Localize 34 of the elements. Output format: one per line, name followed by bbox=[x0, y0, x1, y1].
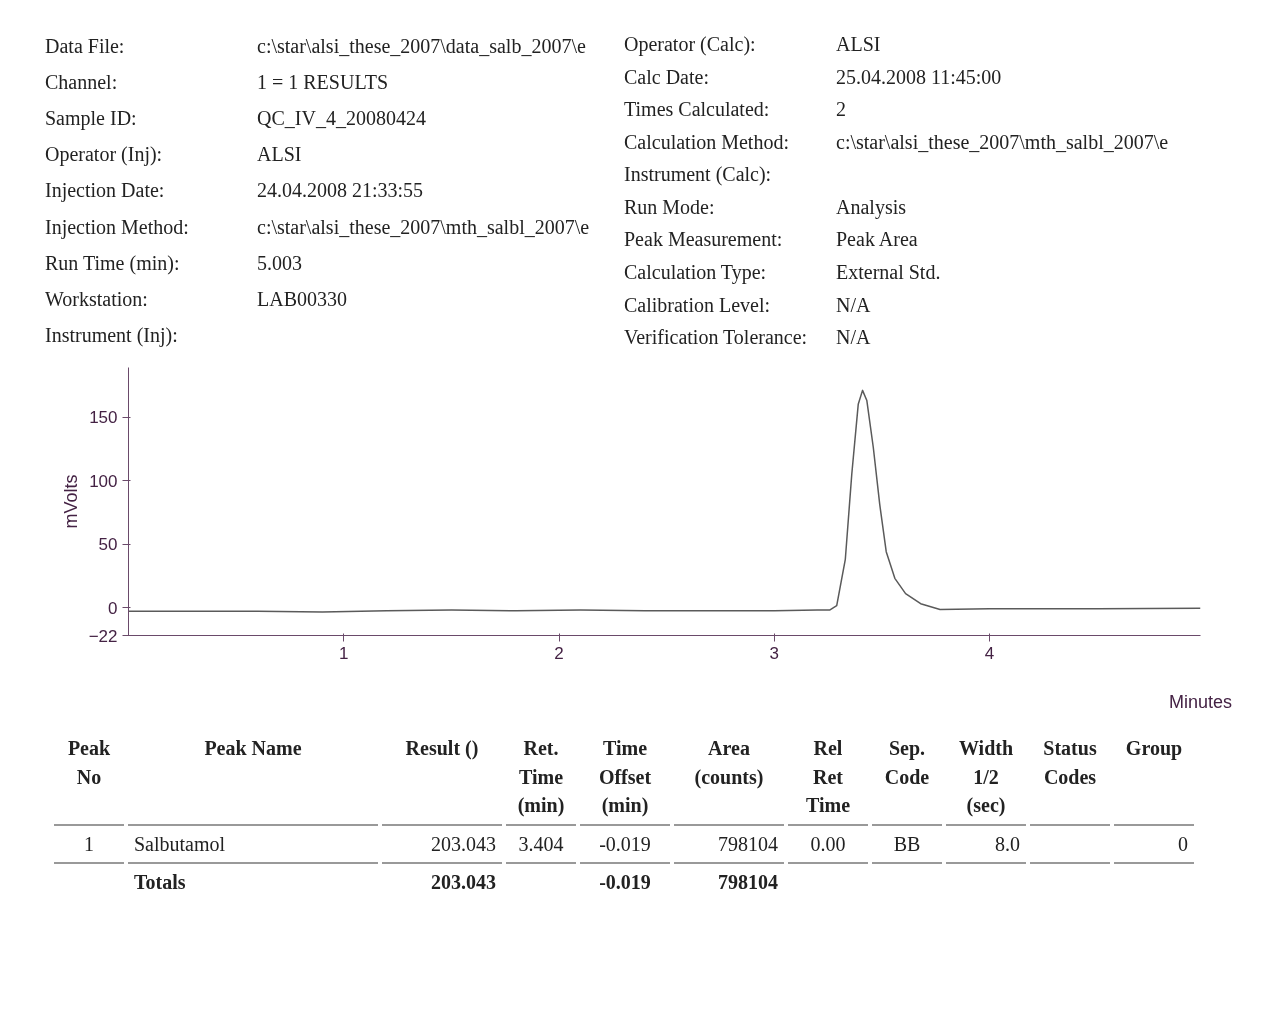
x-tick-label: 1 bbox=[339, 643, 349, 663]
x-tick-label: 2 bbox=[554, 643, 564, 663]
x-tick-label: 3 bbox=[769, 643, 780, 663]
text: Times Calculated: 2 bbox=[624, 98, 846, 121]
text: Operator (Calc): ALSI bbox=[624, 33, 881, 55]
text: Instrument (Inj): bbox=[45, 323, 179, 349]
text: Operator (Inj): ALSI bbox=[45, 143, 302, 166]
x-axis-title: Minutes bbox=[1168, 691, 1233, 712]
text: Calculation Type: External Std. bbox=[624, 260, 941, 283]
text: Injection Method: c:\star\alsi_these_2007\mth_salbl_2007\e bbox=[45, 215, 590, 238]
text: Data File: c:\star\alsi_these_2007\data_salb_2007\e bbox=[45, 34, 586, 57]
x-tick-label: 4 bbox=[984, 643, 995, 663]
text: Injection Date: 24.04.2008 21:33:55 bbox=[45, 179, 424, 202]
text: Run Time (min): 5.003 bbox=[45, 251, 302, 274]
y-tick-label: 150 bbox=[89, 408, 118, 428]
text: Calibration Level: N/A bbox=[624, 293, 871, 316]
text: Calc Date: 25.04.2008 11:45:00 bbox=[624, 65, 1002, 88]
line-series bbox=[128, 389, 1201, 613]
y-tick-label: 0 bbox=[108, 598, 118, 618]
text: Sample ID: QC_IV_4_20080424 bbox=[45, 107, 426, 130]
text: Calculation Method: c:\star\alsi_these_2007\mth_salbl_2007\e bbox=[624, 130, 1169, 153]
y-tick-label: 100 bbox=[89, 471, 118, 491]
text: Peak No Peak Name Result () Ret. Time (min) Time Offset (min) Area (counts) Rel Ret Time Sep. Code Width 1/2 (sec) Status Codes Group bbox=[67, 737, 1183, 817]
text: Peak Measurement: Peak Area bbox=[624, 228, 918, 251]
text: Channel: 1 = 1 RESULTS bbox=[45, 70, 389, 93]
text: Workstation: LAB00330 bbox=[45, 288, 347, 310]
text: Totals 203.043 -0.019 798104 bbox=[134, 871, 778, 894]
text: Instrument (Calc): bbox=[624, 162, 773, 188]
text: 1 Salbutamol 203.043 3.404 -0.019 798104 0.00 BB 8.0 0 bbox=[84, 832, 1188, 855]
text: Run Mode: Analysis bbox=[624, 195, 906, 218]
y-tick-label: −22 bbox=[88, 626, 118, 646]
text: Verification Tolerance: N/A bbox=[624, 326, 871, 349]
y-axis-title: mVolts bbox=[60, 474, 81, 529]
y-tick-label: 50 bbox=[98, 535, 118, 555]
